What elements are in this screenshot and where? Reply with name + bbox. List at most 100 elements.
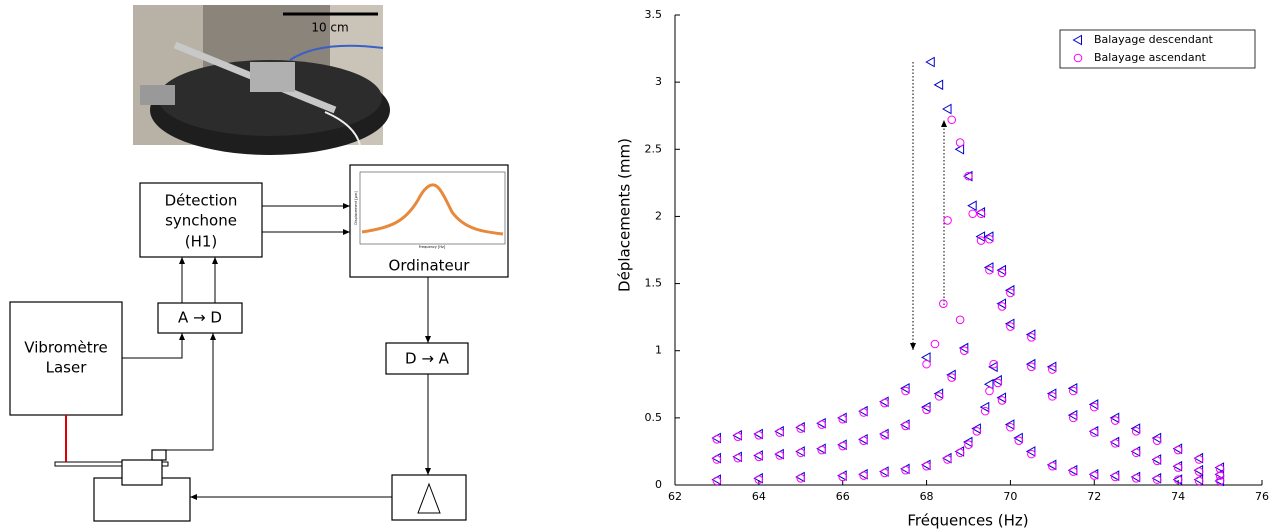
block-label: Détection	[165, 192, 238, 210]
inset-y-label: Displacement [µm]	[354, 191, 358, 225]
point	[985, 386, 994, 396]
point	[1027, 332, 1036, 342]
inset-plot	[359, 171, 506, 245]
series	[712, 115, 1225, 486]
point	[838, 441, 848, 451]
chart: Fréquences (Hz) Déplacements (mm) 62 64 66…	[616, 8, 1270, 530]
point	[988, 361, 998, 373]
point	[838, 414, 848, 424]
point	[1069, 386, 1078, 396]
point	[1006, 322, 1015, 331]
point	[817, 420, 827, 429]
point	[754, 431, 764, 440]
point	[947, 373, 957, 382]
point	[1067, 409, 1078, 421]
setup-diagram: 10 cm Détection synchone (H1) Frequency …	[9, 5, 509, 522]
accelerometer	[151, 449, 167, 461]
point	[1004, 419, 1015, 430]
point	[946, 369, 956, 381]
point	[859, 471, 868, 480]
point	[880, 468, 889, 478]
point	[930, 339, 940, 349]
point	[939, 299, 948, 309]
x-tick-label: 70	[1003, 490, 1017, 503]
point	[1131, 426, 1141, 436]
point	[942, 103, 952, 115]
point	[955, 315, 965, 325]
point	[1048, 392, 1057, 401]
point	[985, 265, 994, 275]
legend-marker	[1072, 34, 1082, 46]
x-tick-label: 76	[1255, 490, 1269, 503]
point	[975, 231, 986, 242]
y-tick-label: 2	[655, 209, 662, 222]
point	[964, 440, 973, 450]
block-label: (H1)	[185, 233, 218, 251]
point	[1109, 412, 1120, 424]
vibrometer-box	[9, 301, 123, 416]
x-tick-label: 62	[668, 490, 682, 503]
point	[985, 234, 994, 244]
wires	[122, 203, 431, 500]
x-axis-title: Fréquences (Hz)	[907, 512, 1028, 530]
point	[1006, 288, 1015, 298]
point	[901, 421, 910, 431]
point	[1069, 413, 1078, 423]
point	[1130, 423, 1141, 434]
y-tick-label: 3.5	[645, 8, 663, 21]
point	[1069, 467, 1078, 476]
x-tick-label: 68	[920, 490, 934, 503]
point	[960, 346, 969, 356]
point	[1025, 329, 1036, 340]
point	[979, 401, 990, 413]
x-tick-label: 72	[1087, 490, 1101, 503]
point	[962, 436, 973, 448]
point	[943, 455, 952, 464]
point	[754, 452, 764, 462]
point	[859, 436, 868, 445]
point	[1215, 476, 1225, 486]
point	[997, 396, 1007, 405]
inset-x-label: Frequency [Hz]	[419, 245, 446, 249]
block-label: Vibromètre	[24, 339, 107, 357]
adc-box	[157, 302, 243, 334]
legend-label: Balayage ascendant	[1094, 51, 1207, 64]
y-tick-label: 3	[655, 75, 662, 88]
point	[958, 342, 969, 354]
point	[1173, 463, 1183, 472]
point	[1027, 449, 1036, 459]
block-label: Laser	[46, 359, 88, 377]
y-tick-label: 1.5	[645, 277, 663, 290]
point	[1067, 382, 1078, 394]
clamp	[121, 459, 163, 486]
point	[1131, 473, 1141, 483]
point	[921, 401, 931, 413]
x-tick-label: 74	[1171, 490, 1185, 503]
photo: 10 cm	[133, 5, 390, 155]
point	[1110, 439, 1120, 448]
point	[733, 432, 743, 441]
point	[1152, 456, 1162, 466]
point	[976, 236, 986, 245]
point	[983, 262, 994, 273]
point	[925, 56, 935, 68]
point	[922, 461, 931, 471]
point	[1004, 284, 1015, 296]
point	[1110, 472, 1120, 482]
inset-curve	[361, 183, 504, 236]
block-label: synchone	[165, 212, 237, 230]
point	[992, 374, 1002, 386]
point	[1006, 422, 1015, 432]
point	[933, 79, 944, 91]
point	[1025, 358, 1036, 370]
dac-box	[385, 342, 469, 375]
point	[1194, 467, 1204, 476]
point	[922, 405, 931, 415]
point	[1089, 428, 1099, 437]
point	[1014, 436, 1024, 445]
point	[1110, 416, 1120, 425]
y-axis-title: Déplacements (mm)	[616, 138, 634, 292]
point	[1131, 448, 1141, 458]
y-tick-label: 2.5	[645, 142, 663, 155]
